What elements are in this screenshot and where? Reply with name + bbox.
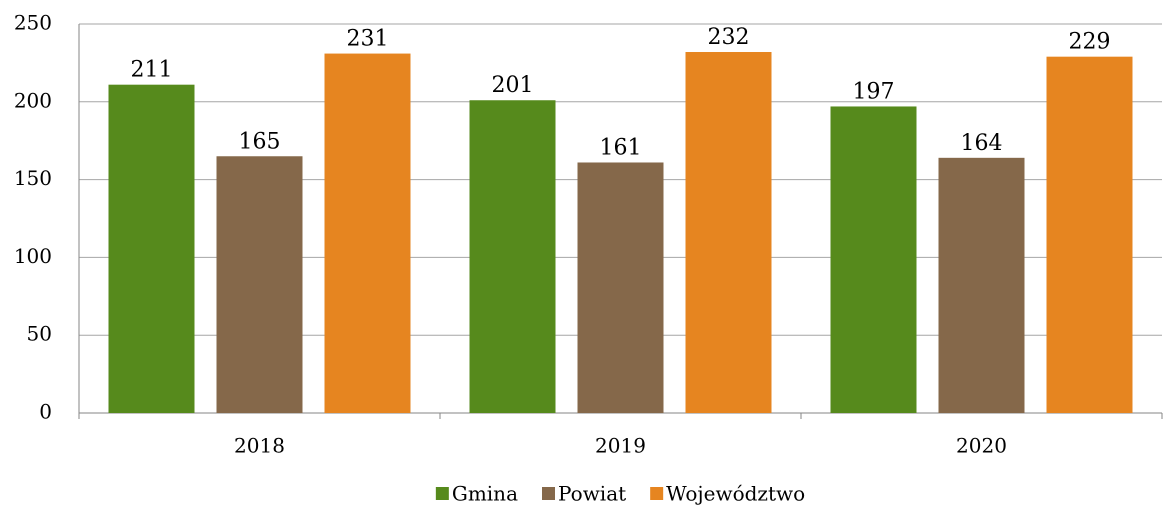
bar: [324, 53, 411, 414]
data-label: 165: [239, 129, 281, 154]
y-tick-label: 100: [14, 244, 52, 268]
data-label: 161: [600, 135, 642, 160]
data-label: 232: [708, 25, 750, 50]
bar: [830, 106, 917, 413]
legend-label: Gmina: [452, 482, 518, 506]
legend-swatch: [650, 487, 664, 500]
bar: [108, 84, 195, 414]
legend-swatch: [542, 487, 555, 500]
y-tick-label: 0: [39, 400, 52, 424]
data-label: 201: [492, 73, 534, 98]
legend-label: Powiat: [558, 482, 626, 506]
x-tick-label: 2018: [234, 434, 285, 458]
bar: [469, 100, 556, 413]
data-label: 231: [347, 27, 389, 52]
bar: [216, 156, 303, 413]
legend-label: Województwo: [666, 482, 805, 506]
bar: [685, 52, 772, 414]
bar: [938, 157, 1025, 413]
x-tick-label: 2019: [595, 434, 646, 458]
legend-swatch: [435, 487, 449, 500]
y-tick-label: 250: [14, 11, 52, 35]
bar: [577, 162, 664, 413]
x-tick-label: 2020: [956, 434, 1007, 458]
y-tick-label: 200: [14, 88, 52, 112]
y-tick-label: 50: [27, 322, 52, 346]
y-tick-label: 150: [14, 166, 52, 190]
data-label: 197: [853, 79, 895, 104]
bar: [1046, 56, 1133, 414]
data-label: 211: [131, 58, 173, 83]
data-label: 164: [961, 131, 1003, 156]
data-label: 229: [1069, 30, 1111, 55]
